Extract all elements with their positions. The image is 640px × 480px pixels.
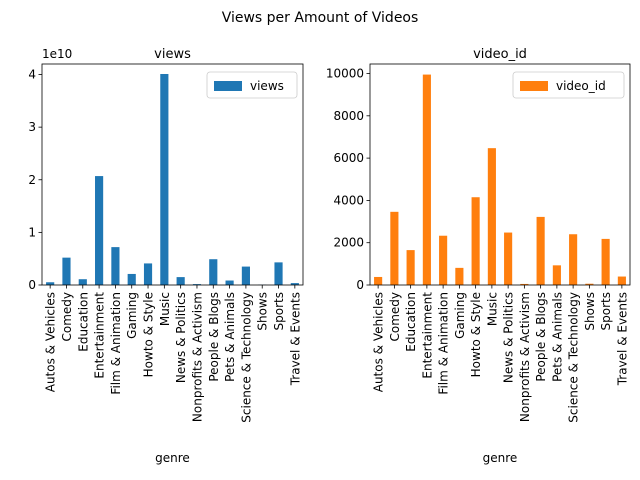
bar bbox=[601, 238, 610, 285]
y-tick-label: 10000 bbox=[326, 67, 364, 81]
bar bbox=[290, 283, 299, 285]
x-tick-label: Shows bbox=[256, 292, 270, 331]
x-tick-label: People & Blogs bbox=[534, 292, 548, 382]
y-tick-label: 6000 bbox=[333, 151, 364, 165]
bar bbox=[422, 74, 431, 286]
x-tick-label: Autos & Vehicles bbox=[44, 292, 58, 392]
y-tick-label: 1 bbox=[28, 225, 36, 239]
x-tick-label: Education bbox=[404, 292, 418, 352]
x-tick-label: News & Politics bbox=[174, 292, 188, 383]
x-tick-label: Music bbox=[158, 292, 172, 326]
x-tick-label: Howto & Style bbox=[469, 292, 483, 377]
x-tick-label: Nonprofits & Activism bbox=[190, 292, 204, 422]
x-tick-label: Shows bbox=[583, 292, 597, 331]
x-tick-label: Sports bbox=[599, 292, 613, 330]
axes-frame bbox=[369, 63, 631, 286]
x-tick-label: Music bbox=[485, 292, 499, 326]
x-tick-label: Science & Technology bbox=[239, 292, 253, 423]
legend-label: video_id bbox=[556, 79, 606, 93]
x-tick-label: Pets & Animals bbox=[550, 292, 564, 382]
bar bbox=[209, 259, 218, 285]
y-tick-label: 4 bbox=[28, 68, 36, 82]
y-tick-label: 8000 bbox=[333, 109, 364, 123]
y-tick-label: 0 bbox=[28, 278, 36, 292]
figure-title: Views per Amount of Videos bbox=[222, 10, 419, 26]
x-tick-label: Gaming bbox=[125, 292, 139, 339]
bar bbox=[192, 284, 202, 285]
x-tick-label: Comedy bbox=[388, 292, 402, 342]
bar bbox=[439, 235, 448, 285]
x-tick-label: Film & Animation bbox=[109, 292, 123, 395]
bar bbox=[111, 247, 120, 285]
x-tick-label: Autos & Vehicles bbox=[372, 292, 386, 392]
y-tick-label: 2000 bbox=[333, 236, 364, 250]
bar bbox=[176, 277, 185, 285]
bar bbox=[569, 234, 578, 285]
y-tick-label: 4000 bbox=[333, 193, 364, 207]
x-tick-label: Entertainment bbox=[93, 292, 107, 379]
axes-frame bbox=[41, 63, 304, 286]
x-tick-label: Education bbox=[76, 292, 90, 352]
x-tick-label: Comedy bbox=[60, 292, 74, 342]
x-tick-label: Sports bbox=[272, 292, 286, 330]
x-tick-label: Pets & Animals bbox=[223, 292, 237, 382]
bar bbox=[374, 276, 383, 285]
bar bbox=[617, 276, 626, 285]
bar bbox=[62, 257, 71, 285]
legend-label: views bbox=[250, 79, 284, 93]
bar bbox=[225, 280, 234, 285]
bar bbox=[455, 267, 464, 285]
x-tick-label: Science & Technology bbox=[567, 292, 581, 423]
x-tick-label: News & Politics bbox=[502, 292, 516, 383]
bar bbox=[471, 197, 480, 285]
y-tick-label: 0 bbox=[356, 278, 364, 292]
bar bbox=[95, 176, 104, 285]
legend-swatch bbox=[214, 81, 242, 91]
y-tick-label: 2 bbox=[28, 173, 36, 187]
y-offset-label: 1e10 bbox=[42, 47, 72, 61]
bar bbox=[241, 266, 250, 285]
bar bbox=[487, 148, 496, 285]
x-tick-label: Film & Animation bbox=[437, 292, 451, 395]
bar bbox=[585, 283, 594, 285]
bar bbox=[406, 250, 415, 285]
legend-swatch bbox=[520, 81, 548, 91]
bar bbox=[504, 232, 513, 285]
bar bbox=[46, 282, 55, 285]
y-tick-label: 3 bbox=[28, 120, 36, 134]
x-tick-label: Travel & Events bbox=[615, 292, 629, 386]
x-tick-label: Travel & Events bbox=[288, 292, 302, 386]
x-tick-label: Gaming bbox=[453, 292, 467, 339]
x-axis-label: genre bbox=[483, 451, 518, 465]
legend-box bbox=[512, 71, 625, 99]
bar bbox=[520, 283, 529, 285]
x-tick-label: People & Blogs bbox=[207, 292, 221, 382]
subplot-title: video_id bbox=[473, 47, 527, 62]
legend-box bbox=[206, 71, 298, 99]
bar bbox=[78, 279, 87, 285]
bar bbox=[552, 265, 561, 285]
x-axis-label: genre bbox=[155, 451, 190, 465]
bar bbox=[127, 273, 136, 285]
bar bbox=[274, 262, 283, 285]
bar bbox=[536, 216, 545, 285]
x-tick-label: Nonprofits & Activism bbox=[518, 292, 532, 422]
x-tick-label: Howto & Style bbox=[142, 292, 156, 377]
subplot-title: views bbox=[154, 47, 191, 62]
x-tick-label: Entertainment bbox=[420, 292, 434, 379]
bar bbox=[143, 263, 153, 285]
bar bbox=[390, 211, 399, 285]
bar bbox=[160, 73, 169, 285]
